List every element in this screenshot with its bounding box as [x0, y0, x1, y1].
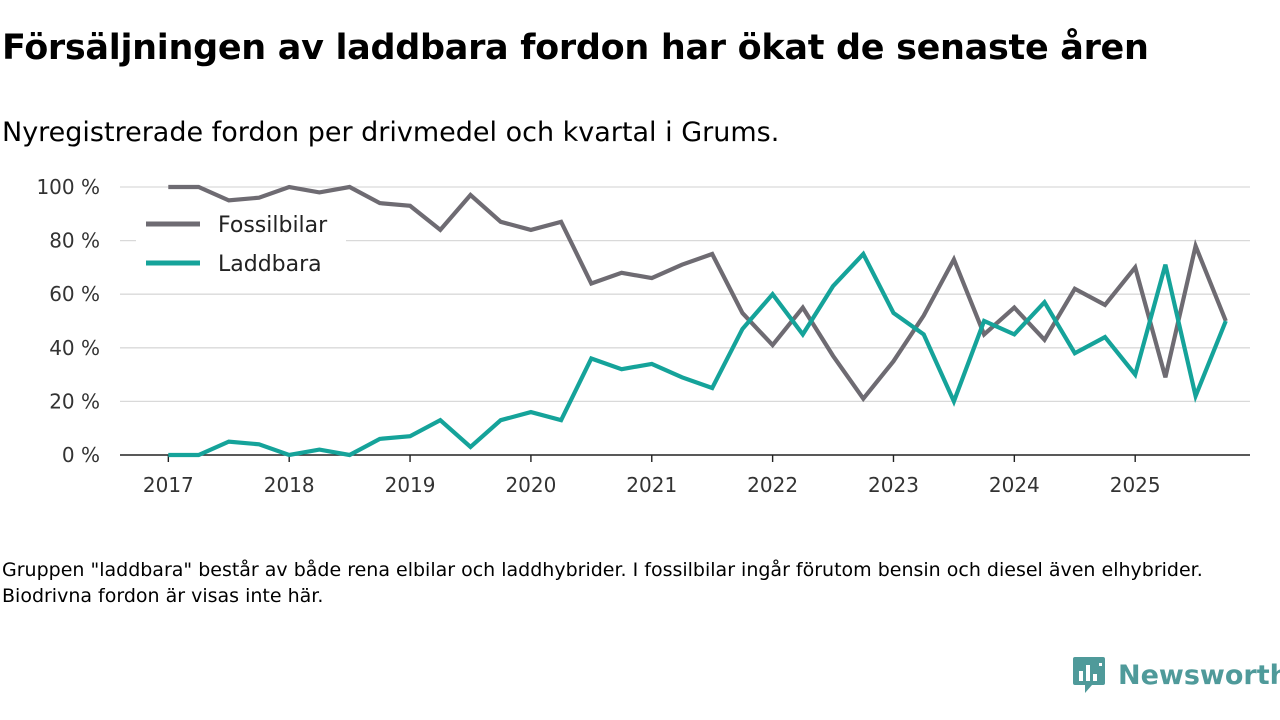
series-line-laddbara [168, 250, 1228, 458]
y-tick-label: 60 % [49, 282, 100, 306]
line-chart: 0 % 20 % 40 % 60 % 80 % 100 % 2017 2018 2019 2020… [36, 175, 1250, 497]
series-line-fossilbilar [168, 184, 1228, 403]
y-tick-label: 0 % [62, 443, 100, 467]
x-tick-label: 2021 [626, 473, 677, 497]
y-tick-label: 100 % [36, 175, 100, 199]
footnote: Gruppen "laddbara" består av både rena e… [2, 559, 1203, 607]
x-tick-label: 2019 [385, 473, 436, 497]
legend: Fossilbilar Laddbara [136, 207, 346, 287]
legend-background [136, 207, 346, 287]
chart-title: Försäljningen av laddbara fordon har öka… [2, 28, 1149, 68]
x-tick-label: 2018 [264, 473, 315, 497]
series-lines [168, 184, 1228, 458]
x-tick-label: 2023 [868, 473, 919, 497]
brand-name: Newsworthy [1118, 659, 1280, 691]
y-tick-label: 20 % [49, 389, 100, 413]
x-tick-label: 2017 [143, 473, 194, 497]
x-tick-label: 2020 [505, 473, 556, 497]
x-tick-label: 2025 [1110, 473, 1161, 497]
axes: 0 % 20 % 40 % 60 % 80 % 100 % 2017 2018 2019 2020… [36, 175, 1250, 497]
brand-logo[interactable]: Newsworthy [1072, 655, 1280, 695]
x-tick-label: 2022 [747, 473, 798, 497]
y-tick-label: 80 % [49, 229, 100, 253]
chart-subtitle: Nyregistrerade fordon per drivmedel och … [2, 117, 780, 148]
legend-label: Fossilbilar [218, 213, 328, 238]
legend-label: Laddbara [218, 252, 322, 277]
x-tick-label: 2024 [989, 473, 1040, 497]
newsworthy-logo-icon [1073, 657, 1105, 693]
y-tick-label: 40 % [49, 336, 100, 360]
